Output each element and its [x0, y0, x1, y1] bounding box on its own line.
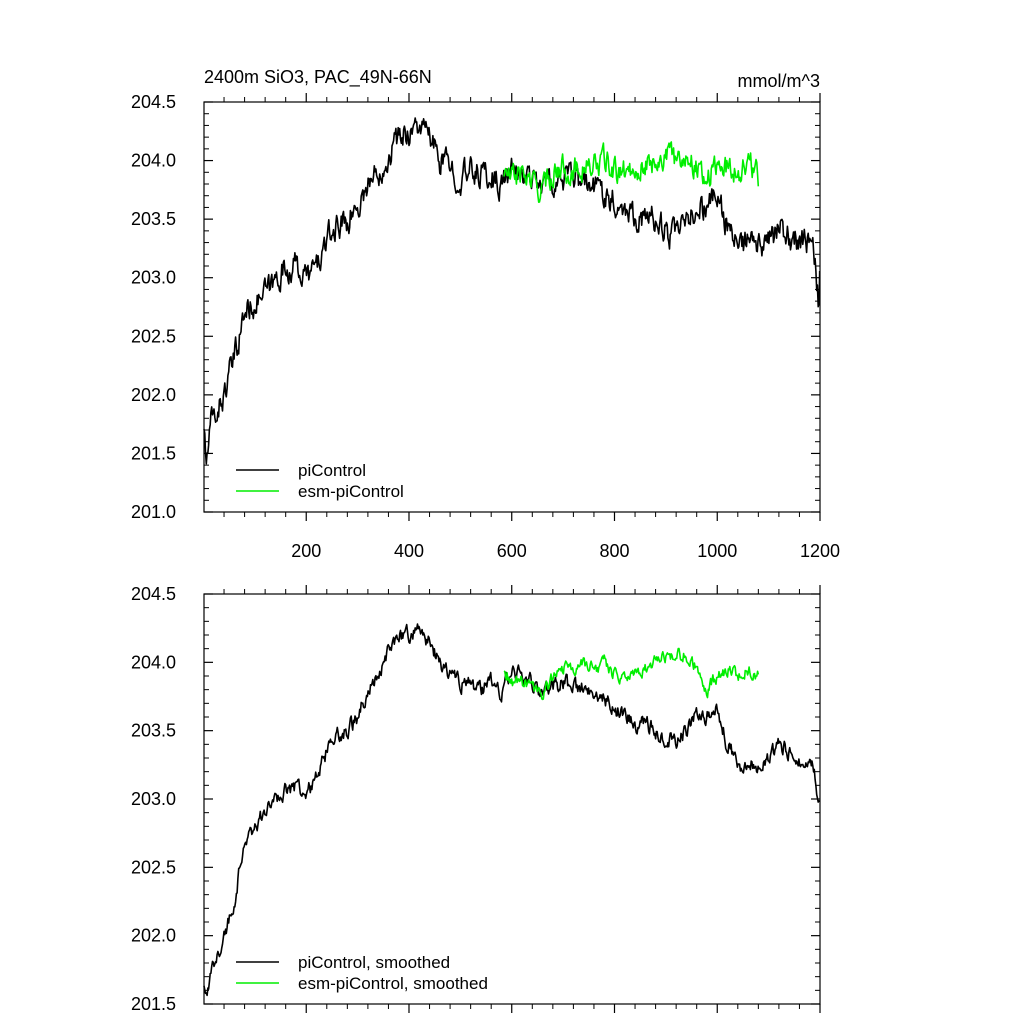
y-tick-label: 202.0	[131, 926, 176, 946]
series-line-esm-picontrol	[503, 141, 760, 203]
y-tick-label: 204.5	[131, 584, 176, 604]
x-tick-label: 1200	[800, 541, 840, 561]
bottom-panel: 201.5 202.0 202.5 203.0 203.5 204.0 204.5 piCo…	[131, 584, 821, 1014]
x-tick-label: 600	[497, 541, 527, 561]
legend-label: piControl	[298, 461, 366, 480]
y-tick-label: 203.0	[131, 268, 176, 288]
x-tick-label: 400	[394, 541, 424, 561]
x-tick-label: 800	[599, 541, 629, 561]
y-tick-label: 203.0	[131, 789, 176, 809]
legend-label: piControl, smoothed	[298, 953, 450, 972]
y-tick-label: 201.0	[131, 502, 176, 522]
chart-title: 2400m SiO3, PAC_49N-66N	[204, 67, 432, 88]
legend-label: esm-piControl	[298, 482, 404, 501]
legend: piControl esm-piControl	[236, 461, 404, 501]
legend: piControl, smoothed esm-piControl, smooth…	[236, 953, 488, 993]
series-line-picontrol-smoothed	[203, 623, 821, 997]
y-tick-label: 202.5	[131, 857, 176, 877]
ticks-layer: 201.5 202.0 202.5 203.0 203.5 204.0 204.5	[131, 584, 821, 1014]
y-tick-label: 203.5	[131, 721, 176, 741]
units-label: mmol/m^3	[738, 71, 820, 91]
x-tick-label: 1000	[697, 541, 737, 561]
series-layer	[203, 623, 821, 997]
y-tick-label: 204.0	[131, 151, 176, 171]
series-layer	[203, 117, 821, 465]
y-tick-label: 203.5	[131, 209, 176, 229]
top-panel: 2400m SiO3, PAC_49N-66N mmol/m^3 201.020…	[131, 67, 840, 561]
legend-label: esm-piControl, smoothed	[298, 974, 488, 993]
y-tick-label: 201.5	[131, 994, 176, 1014]
x-tick-label: 200	[291, 541, 321, 561]
y-tick-label: 202.0	[131, 385, 176, 405]
series-line-esm-picontrol-smoothed	[503, 647, 760, 701]
series-line-picontrol	[203, 117, 821, 465]
plot-frame	[203, 593, 821, 1005]
y-tick-label: 202.5	[131, 326, 176, 346]
ticks-layer: 201.0 201.5 202.0 202.5 203.0 203.5 204.0 204.5…	[131, 92, 840, 561]
y-tick-label: 204.5	[131, 92, 176, 112]
y-tick-label: 204.0	[131, 652, 176, 672]
y-tick-label: 201.5	[131, 443, 176, 463]
